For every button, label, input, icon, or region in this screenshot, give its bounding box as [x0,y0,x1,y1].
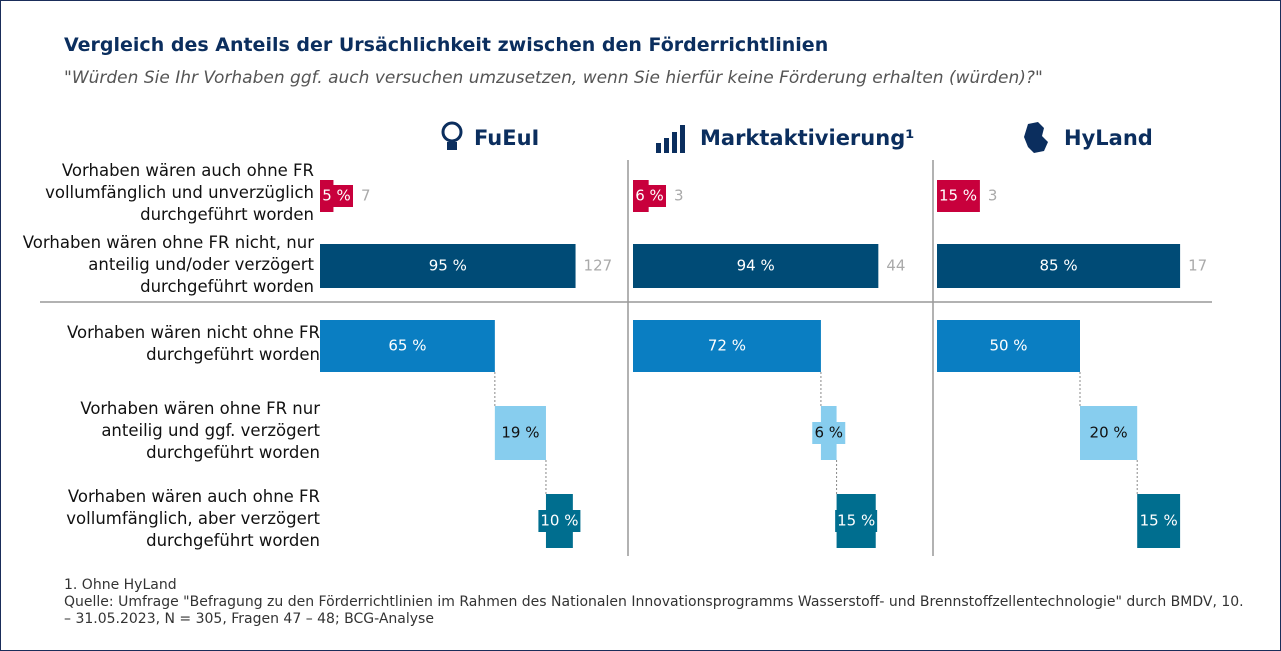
value-label: 85 % [1039,257,1077,275]
value-label: 65 % [388,337,426,355]
count-label: 44 [886,257,905,275]
label-bg [538,510,581,532]
label-bg [835,510,878,532]
value-label: 20 % [1090,424,1128,442]
note: Quelle: Umfrage "Befragung zu den Förder… [64,594,1244,627]
row-label: Vorhaben wären auch ohne FR vollumfängli… [66,487,320,550]
icon-bars [656,125,685,153]
panel-title: Marktaktivierung¹ [700,126,915,150]
value-label: 6 % [814,424,843,442]
row-label: Vorhaben wären ohne FR nicht, nur anteil… [22,233,314,296]
value-label: 95 % [429,257,467,275]
notes: 1. Ohne HyLand Quelle: Umfrage "Befragung… [64,577,1254,628]
bar [320,320,495,372]
value-label: 10 % [540,512,578,530]
bar [633,244,879,288]
label-bg [1137,510,1180,532]
bar [633,320,821,372]
bar [320,244,576,288]
value-label: 50 % [989,337,1027,355]
label-bg [937,185,979,207]
bar [937,320,1080,372]
note: 1. Ohne HyLand [64,577,177,593]
bar [1080,406,1138,460]
count-label: 7 [361,187,371,205]
icon-map [1024,122,1048,153]
icon-bulb [441,121,463,150]
row-label: Vorhaben wären ohne FR nur anteilig und … [80,399,320,462]
label-bg [320,185,353,207]
value-label: 5 % [322,187,351,205]
count-label: 127 [584,257,613,275]
panel-title: FuEuI [474,126,540,150]
label-bg [633,185,666,207]
value-label: 6 % [635,187,664,205]
bar [494,406,546,460]
value-label: 15 % [939,187,977,205]
value-label: 15 % [1140,512,1178,530]
value-label: 15 % [837,512,875,530]
bar [937,244,1181,288]
value-label: 19 % [501,424,539,442]
chart-subtitle: "Würden Sie Ihr Vorhaben ggf. auch versu… [64,68,1043,88]
count-label: 17 [1188,257,1207,275]
row-label: Vorhaben wären auch ohne FR vollumfängli… [45,161,314,224]
value-label: 94 % [737,257,775,275]
label-bg [812,422,846,444]
panel-title: HyLand [1064,126,1153,150]
chart-title: Vergleich des Anteils der Ursächlichkeit… [64,34,829,56]
count-label: 3 [988,187,998,205]
value-label: 72 % [708,337,746,355]
row-label: Vorhaben wären nicht ohne FR durchgeführ… [66,323,320,364]
count-label: 3 [674,187,684,205]
